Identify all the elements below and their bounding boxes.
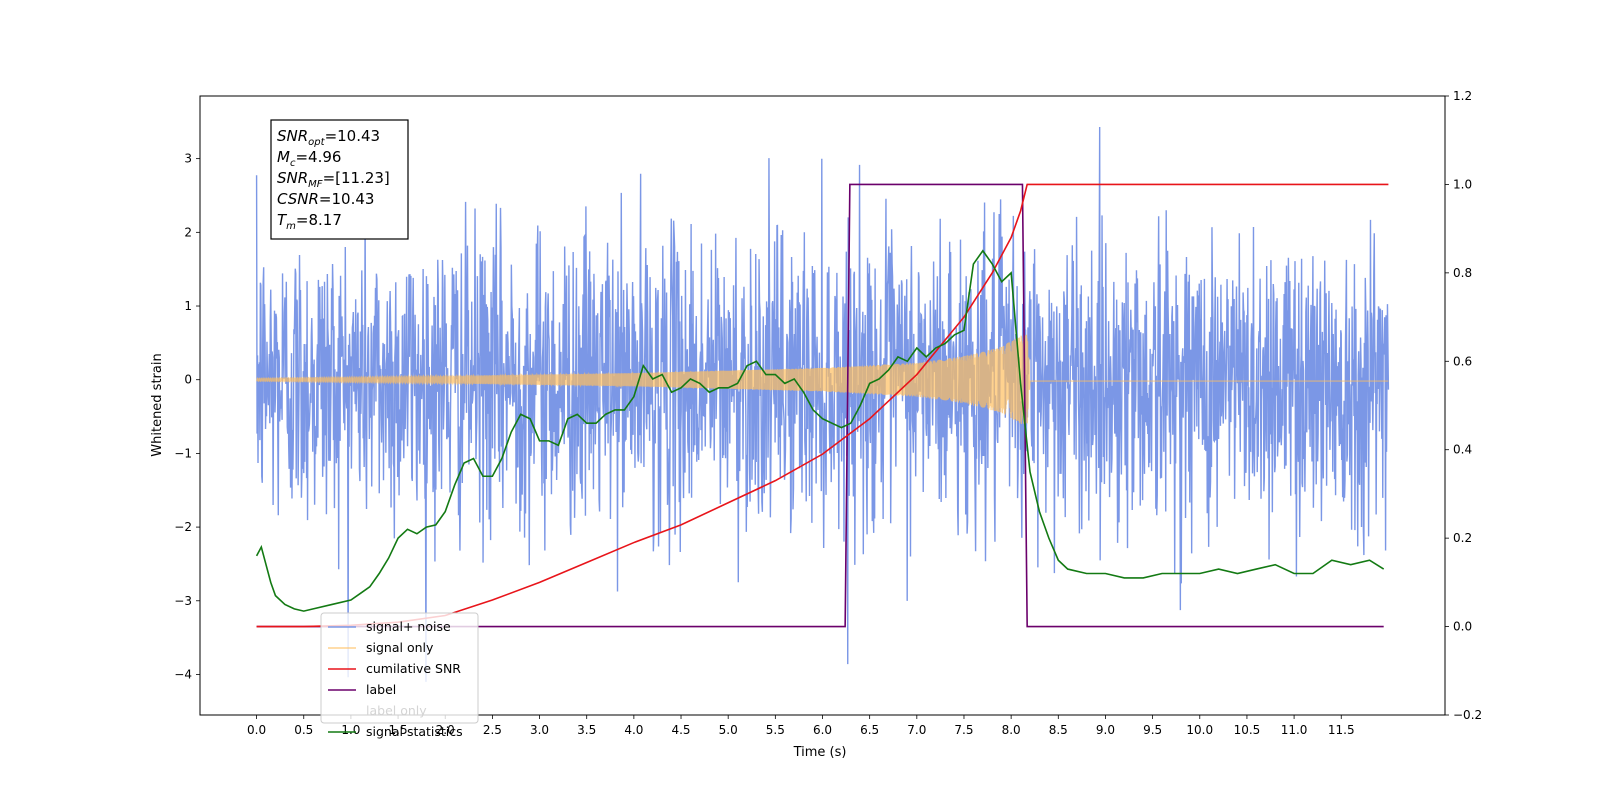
x-tick-label: 8.5 [1049, 723, 1068, 737]
annotation-line: CSNR=10.43 [277, 190, 374, 208]
x-tick-label: 0.0 [247, 723, 266, 737]
annotation-line: Mc=4.96 [277, 148, 341, 169]
x-tick-label: 9.0 [1096, 723, 1115, 737]
annotation-line: Tm=8.17 [277, 211, 342, 232]
x-tick-label: 11.0 [1281, 723, 1308, 737]
x-tick-label: 1.5 [389, 723, 408, 737]
signal-layer [256, 334, 1389, 424]
y2-tick-label: 1.0 [1453, 177, 1472, 191]
series-signal-statistics [255, 249, 1385, 612]
y2-tick-label: 0.8 [1453, 266, 1472, 280]
y-tick-label: 3 [184, 152, 192, 166]
x-axis-label: Time (s) [793, 745, 847, 760]
x-tick-label: 7.0 [907, 723, 926, 737]
annotation-line: SNRMF=[11.23] [277, 169, 390, 190]
y-tick-label: 0 [184, 373, 192, 387]
y-tick-label: −3 [174, 594, 192, 608]
series-signal-only [256, 334, 1389, 424]
x-tick-label: 4.0 [624, 723, 643, 737]
y-tick-label: 2 [184, 225, 192, 239]
x-tick-label: 5.0 [719, 723, 738, 737]
x-axis: 0.0 0.5 1.0 1.5 2.0 2.5 3.0 3.5 4.0 4.5 5.0 5.5 6.0 6… [247, 715, 1355, 737]
annotation-box: SNRopt=10.43Mc=4.96SNRMF=[11.23]CSNR=10.… [270, 119, 409, 240]
x-tick-label: 6.5 [860, 723, 879, 737]
legend-label: signal statistics [366, 724, 463, 739]
y2-tick-label: 1.2 [1453, 89, 1472, 103]
annotation-subscript: c [290, 158, 296, 169]
y2-tick-label: 0.6 [1453, 354, 1472, 368]
y2-tick-label: 0.4 [1453, 443, 1472, 457]
y-axis-right: −0.2 0.0 0.2 0.4 0.6 0.8 1.0 1.2 [1445, 89, 1482, 722]
x-tick-label: 2.0 [436, 723, 455, 737]
legend: signal+ noise signal only cumilative SNR la… [320, 612, 479, 739]
series-signal-plus-noise [255, 126, 1390, 682]
legend-label: cumilative SNR [366, 661, 461, 676]
annotation-value: =8.17 [296, 211, 342, 229]
annotation-subscript: opt [308, 137, 325, 148]
x-tick-label: 11.5 [1328, 723, 1355, 737]
y-tick-label: −4 [174, 667, 192, 681]
x-tick-label: 8.0 [1002, 723, 1021, 737]
y-axis-left: −4 −3 −2 −1 0 1 2 3 [174, 152, 200, 681]
y-tick-label: −1 [174, 446, 192, 460]
annotation-value: =[11.23] [323, 169, 390, 187]
legend-frame [320, 612, 479, 724]
x-tick-label: 6.0 [813, 723, 832, 737]
x-tick-label: 10.0 [1186, 723, 1213, 737]
x-tick-label: 4.5 [671, 723, 690, 737]
annotation-value: =10.43 [325, 127, 381, 145]
annotation-subscript: MF [308, 179, 323, 190]
legend-label: signal+ noise [366, 619, 451, 634]
x-tick-label: 3.0 [530, 723, 549, 737]
annotation-symbol: SNR [277, 127, 308, 145]
x-tick-label: 10.5 [1234, 723, 1261, 737]
legend-items: signal+ noise signal only cumilative SNR la… [328, 619, 463, 739]
x-tick-label: 2.5 [483, 723, 502, 737]
annotation-lines: SNRopt=10.43Mc=4.96SNRMF=[11.23]CSNR=10.… [277, 127, 390, 232]
y-axis-label: Whitened strain [150, 353, 165, 456]
annotation-symbol: CSNR [277, 190, 319, 208]
y-tick-label: 1 [184, 299, 192, 313]
annotation-value: =4.96 [295, 148, 341, 166]
y2-tick-label: 0.0 [1453, 620, 1472, 634]
legend-label: label [366, 682, 396, 697]
x-tick-label: 0.5 [294, 723, 313, 737]
annotation-symbol: T [277, 211, 288, 229]
series-label [256, 183, 1384, 628]
annotation-frame [270, 119, 409, 240]
y-tick-label: −2 [174, 520, 192, 534]
x-tick-label: 7.5 [954, 723, 973, 737]
annotation-line: SNRopt=10.43 [277, 127, 380, 148]
x-tick-label: 9.5 [1143, 723, 1162, 737]
x-tick-label: 5.5 [766, 723, 785, 737]
y2-tick-label: −0.2 [1453, 708, 1482, 722]
legend-label: label only [366, 703, 427, 718]
annotation-symbol: M [277, 148, 290, 166]
annotation-subscript: m [286, 221, 296, 232]
x-tick-label: 1.0 [341, 723, 360, 737]
annotation-symbol: SNR [277, 169, 308, 187]
x-tick-label: 3.5 [577, 723, 596, 737]
annotation-value: =10.43 [319, 190, 375, 208]
noise-layer [255, 126, 1390, 682]
y2-tick-label: 0.2 [1453, 531, 1472, 545]
legend-label: signal only [366, 640, 434, 655]
